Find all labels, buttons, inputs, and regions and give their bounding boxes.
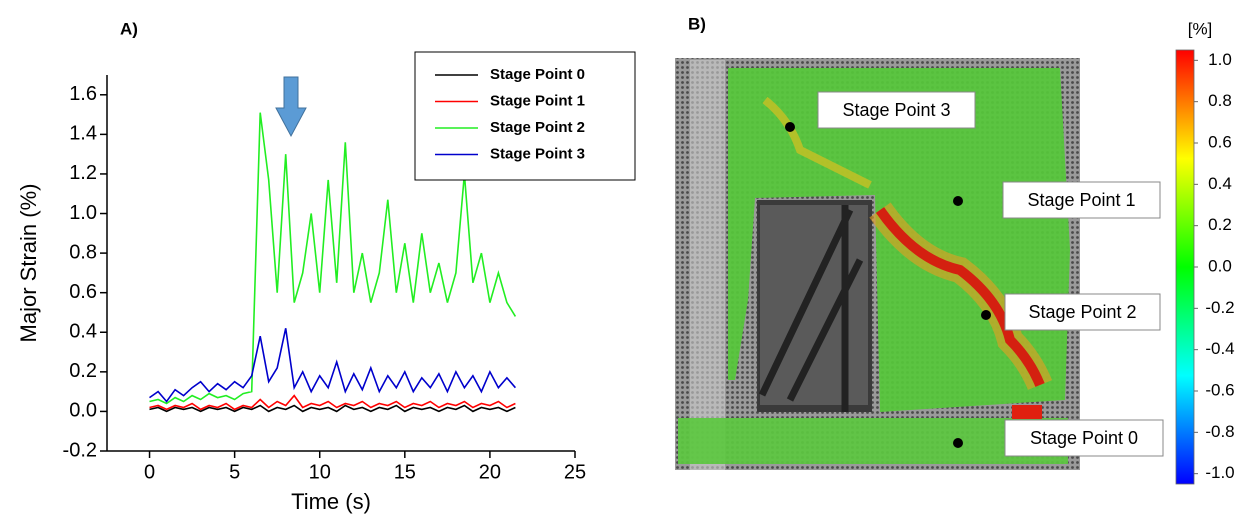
annotation-box [1004,419,1164,457]
colorbar-tick-label: 0.2 [1208,215,1232,234]
annotation: Stage Point 2 [1028,302,1136,322]
annotation-box [1004,293,1161,331]
annotation: Stage Point 0 [1030,428,1138,448]
legend-label: Stage Point 3 [490,145,585,162]
y-tick-label: 1.0 [69,202,97,224]
x-tick-label: 20 [479,461,501,483]
x-tick-label: 10 [309,461,331,483]
colorbar-tick-label: 0.8 [1208,91,1232,110]
legend-label: Stage Point 2 [490,119,585,136]
x-axis-title: Time (s) [291,489,371,514]
y-tick-label: 0.6 [69,281,97,303]
colorbar-tick-label: 0.0 [1208,256,1232,275]
legend-label: Stage Point 0 [490,66,585,83]
colorbar-tick-label: -0.8 [1205,422,1234,441]
y-tick-label: 1.6 [69,83,97,105]
colorbar-tick-label: 0.4 [1208,174,1232,193]
colorbar-tick-label: -0.4 [1205,339,1234,358]
colorbar-title: [%] [1188,19,1213,38]
series-line [149,394,516,411]
annotation-box [1002,181,1161,219]
colorbar-tick-label: 0.6 [1208,132,1232,151]
legend-box [414,51,636,181]
legend-label: Stage Point 1 [490,92,585,109]
arrow [275,76,307,138]
series-line [149,404,516,413]
x-tick-label: 25 [564,461,586,483]
colorbar-tick-label: -0.6 [1205,380,1234,399]
annotation: Stage Point 3 [842,100,950,120]
x-tick-label: 0 [144,461,155,483]
y-tick-label: 0.0 [69,400,97,422]
y-tick-label: 0.4 [69,321,97,343]
series-line [149,112,517,405]
series-line [149,328,517,403]
x-tick-label: 15 [394,461,416,483]
panel-label: A) [120,19,138,38]
panel-label: B) [688,14,706,33]
colorbar-tick-label: 1.0 [1208,50,1232,69]
annotation-box [817,91,976,129]
annotation: Stage Point 1 [1027,190,1135,210]
y-tick-label: 0.8 [69,241,97,263]
x-tick-label: 5 [229,461,240,483]
colorbar-tick-label: -0.2 [1205,298,1234,317]
y-tick-label: 1.4 [69,123,97,145]
y-tick-label: 0.2 [69,360,97,382]
y-axis-title: Major Strain (%) [16,184,41,343]
colorbar [1175,49,1195,485]
y-tick-label: -0.2 [63,439,97,461]
colorbar-tick-label: -1.0 [1205,463,1234,482]
y-tick-label: 1.2 [69,162,97,184]
